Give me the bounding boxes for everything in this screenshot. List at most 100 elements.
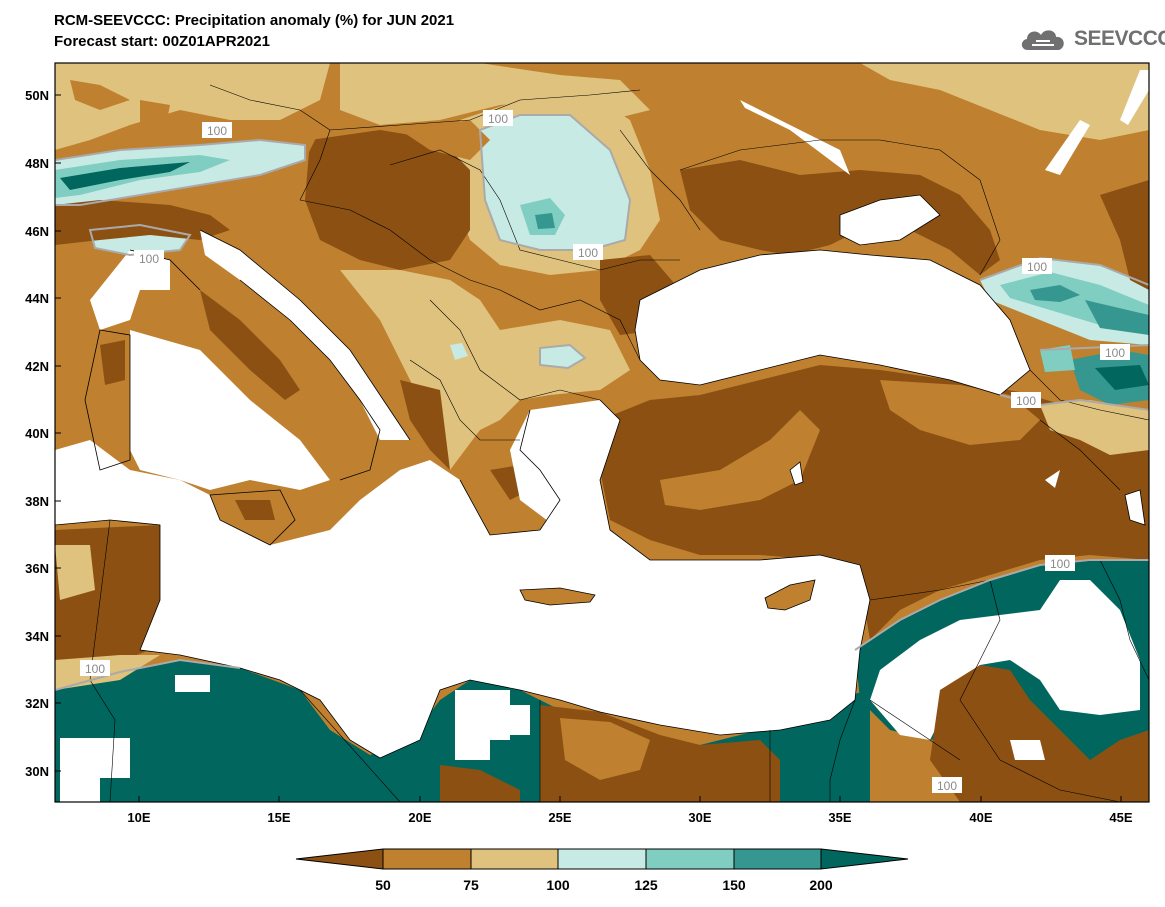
caucasus-light-zone xyxy=(1040,400,1149,455)
contour-label-bg xyxy=(80,660,110,676)
black-sea xyxy=(635,250,1030,395)
lake-sevan xyxy=(1045,470,1060,488)
russia-south-wettest xyxy=(1085,300,1149,335)
contour-label: 100 xyxy=(85,662,105,676)
missing-data-block xyxy=(175,675,210,692)
colorbar-right-arrow xyxy=(820,848,909,870)
lat-label: 46N xyxy=(25,224,49,239)
contour-label-bg xyxy=(1100,344,1130,360)
colorbar-segment xyxy=(733,848,822,870)
contour-100-lines xyxy=(55,114,1149,691)
contour-label: 100 xyxy=(1050,557,1070,571)
contour-label-bg xyxy=(134,250,164,266)
lat-label: 42N xyxy=(25,359,49,374)
lon-label: 20E xyxy=(408,810,431,825)
missing-data-block xyxy=(1010,740,1045,760)
germany-moderate-patch xyxy=(70,80,130,110)
lat-label: 50N xyxy=(25,88,49,103)
colorbar-left-arrow xyxy=(295,848,384,870)
contour-label: 100 xyxy=(139,252,159,266)
colorbar-label: 50 xyxy=(375,877,391,893)
contour-label: 100 xyxy=(1027,260,1047,274)
lake-van xyxy=(1125,490,1145,525)
lat-label: 48N xyxy=(25,156,49,171)
hungary-dry-zone xyxy=(305,130,470,270)
contour-label-bg xyxy=(483,110,513,126)
colorbar-label: 200 xyxy=(809,877,833,893)
sicily-dry xyxy=(235,500,275,520)
contour-label-group: 100 100 100 100 100 100 100 100 100 100 xyxy=(80,110,1130,793)
alps-wetter-zone xyxy=(55,155,230,198)
contour-label-bg xyxy=(202,122,232,138)
colorbar-segment xyxy=(645,848,735,870)
colorbar-label: 150 xyxy=(722,877,746,893)
crete xyxy=(519,587,596,606)
slovakia-moderate xyxy=(400,120,490,160)
poland-light-zone xyxy=(340,63,650,125)
lat-label: 40N xyxy=(25,426,49,441)
map-plot-area: 100 100 100 100 100 100 100 100 100 100 xyxy=(55,63,1149,802)
colorbar-label: 125 xyxy=(634,877,658,893)
anatolia-moderate-zone xyxy=(660,410,820,510)
turkey-north-moderate xyxy=(880,380,1040,445)
contour-label: 100 xyxy=(488,112,508,126)
alps-wettest-zone xyxy=(60,162,190,190)
lat-label: 38N xyxy=(25,494,49,509)
bulgaria-wet-patch xyxy=(540,345,585,368)
contour-label: 100 xyxy=(578,246,598,260)
carpathian-wet-zone xyxy=(480,115,630,250)
contour-label: 100 xyxy=(1105,346,1125,360)
corsica-dry xyxy=(100,340,125,385)
seevccc-logo: SEEVCCC xyxy=(1018,22,1165,56)
russia-east-dry xyxy=(1100,180,1149,290)
longitude-axis: 10E 15E 20E 25E 30E 35E 40E 45E xyxy=(127,796,1133,825)
tyrrhenian-sea xyxy=(130,330,330,490)
sea-of-azov xyxy=(840,195,940,245)
cyprus xyxy=(764,579,816,611)
romania-wettest-patch xyxy=(535,213,555,229)
lon-label: 40E xyxy=(969,810,992,825)
mediterranean-sea xyxy=(55,440,870,758)
map-title: RCM-SEEVCCC: Precipitation anomaly (%) f… xyxy=(54,12,455,29)
lon-label: 30E xyxy=(688,810,711,825)
ligurian-sea xyxy=(90,250,170,330)
caucasus-wet-patch xyxy=(1040,345,1075,372)
missing-data-block xyxy=(60,738,130,802)
contour-label: 100 xyxy=(1016,394,1036,408)
albania-dry xyxy=(400,380,450,470)
lat-label: 30N xyxy=(25,764,49,779)
latitude-axis: 50N 48N 46N 44N 42N 40N 38N 36N 34N 32N … xyxy=(25,88,61,779)
lat-label: 32N xyxy=(25,696,49,711)
russia-north-light-zone xyxy=(860,63,1149,140)
colorbar-segment xyxy=(382,848,472,870)
arabia-dry-zone xyxy=(930,665,1149,802)
lon-label: 15E xyxy=(267,810,290,825)
contour-label-bg xyxy=(932,777,962,793)
germany-moderate-patch xyxy=(140,100,170,130)
colorbar-label: 75 xyxy=(463,877,479,893)
forecast-start: Forecast start: 00Z01APR2021 xyxy=(54,33,270,50)
contour-label-bg xyxy=(573,244,603,260)
lon-label: 35E xyxy=(828,810,851,825)
missing-data-block xyxy=(455,690,510,760)
river-dnieper-reservoir xyxy=(740,100,850,175)
contour-label: 100 xyxy=(207,124,227,138)
lat-label: 36N xyxy=(25,561,49,576)
logo-text: SEEVCCC xyxy=(1074,27,1165,50)
middle-east-missing-data xyxy=(870,580,1140,740)
river-volga-reservoir xyxy=(1120,70,1149,125)
lat-label: 34N xyxy=(25,629,49,644)
title-block: RCM-SEEVCCC: Precipitation anomaly (%) f… xyxy=(54,10,454,52)
germany-light-zone xyxy=(55,63,330,150)
contour-label: 100 xyxy=(937,779,957,793)
italy-dry-band xyxy=(200,290,300,400)
colorbar: 50 75 100 125 150 200 xyxy=(295,848,909,893)
lon-label: 25E xyxy=(548,810,571,825)
contour-label-bg xyxy=(1011,392,1041,408)
aegean-sea xyxy=(510,400,620,530)
colorbar-segment xyxy=(557,848,647,870)
algeria-light-zone xyxy=(55,545,95,600)
contour-label-bg xyxy=(1045,555,1075,571)
colorbar-segment xyxy=(470,848,559,870)
